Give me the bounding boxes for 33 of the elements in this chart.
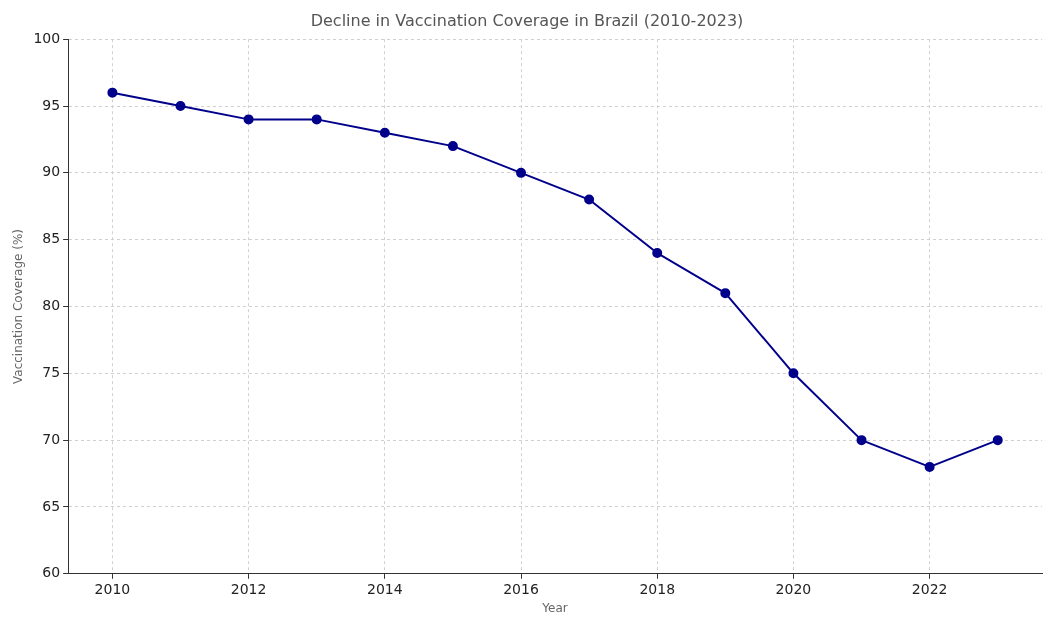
point <box>652 248 663 259</box>
y-tick-label: 90 <box>42 163 61 180</box>
x-axis-title: Year <box>541 600 568 615</box>
point <box>175 101 186 112</box>
point <box>924 461 935 472</box>
x-tick-label: 2014 <box>366 580 403 597</box>
y-tick-label: 95 <box>42 96 61 113</box>
point <box>788 368 799 379</box>
y-tick-label: 85 <box>42 230 61 247</box>
point <box>243 114 254 125</box>
chart-title: Decline in Vaccination Coverage in Brazil (2010-2023) <box>310 10 744 30</box>
x-tick-label: 2022 <box>911 580 948 597</box>
x-tick-label: 2018 <box>639 580 676 597</box>
point <box>516 167 527 178</box>
y-tick-label: 75 <box>42 363 61 380</box>
y-tick-label: 100 <box>33 29 61 46</box>
x-tick-label: 2020 <box>775 580 812 597</box>
y-axis-title: Vaccination Coverage (%) <box>11 229 26 384</box>
point <box>379 127 390 138</box>
y-tick-label: 60 <box>42 564 61 581</box>
y-tick-label: 80 <box>42 297 61 314</box>
point <box>720 288 731 299</box>
x-tick-label: 2012 <box>230 580 267 597</box>
point <box>856 435 867 446</box>
y-tick-label: 70 <box>42 430 61 447</box>
point <box>107 87 118 98</box>
point <box>311 114 322 125</box>
x-tick-label: 2016 <box>503 580 539 597</box>
point <box>992 435 1003 446</box>
point <box>447 141 458 152</box>
x-tick-label: 2010 <box>94 580 131 597</box>
point <box>584 194 595 205</box>
y-tick-label: 65 <box>42 497 61 514</box>
